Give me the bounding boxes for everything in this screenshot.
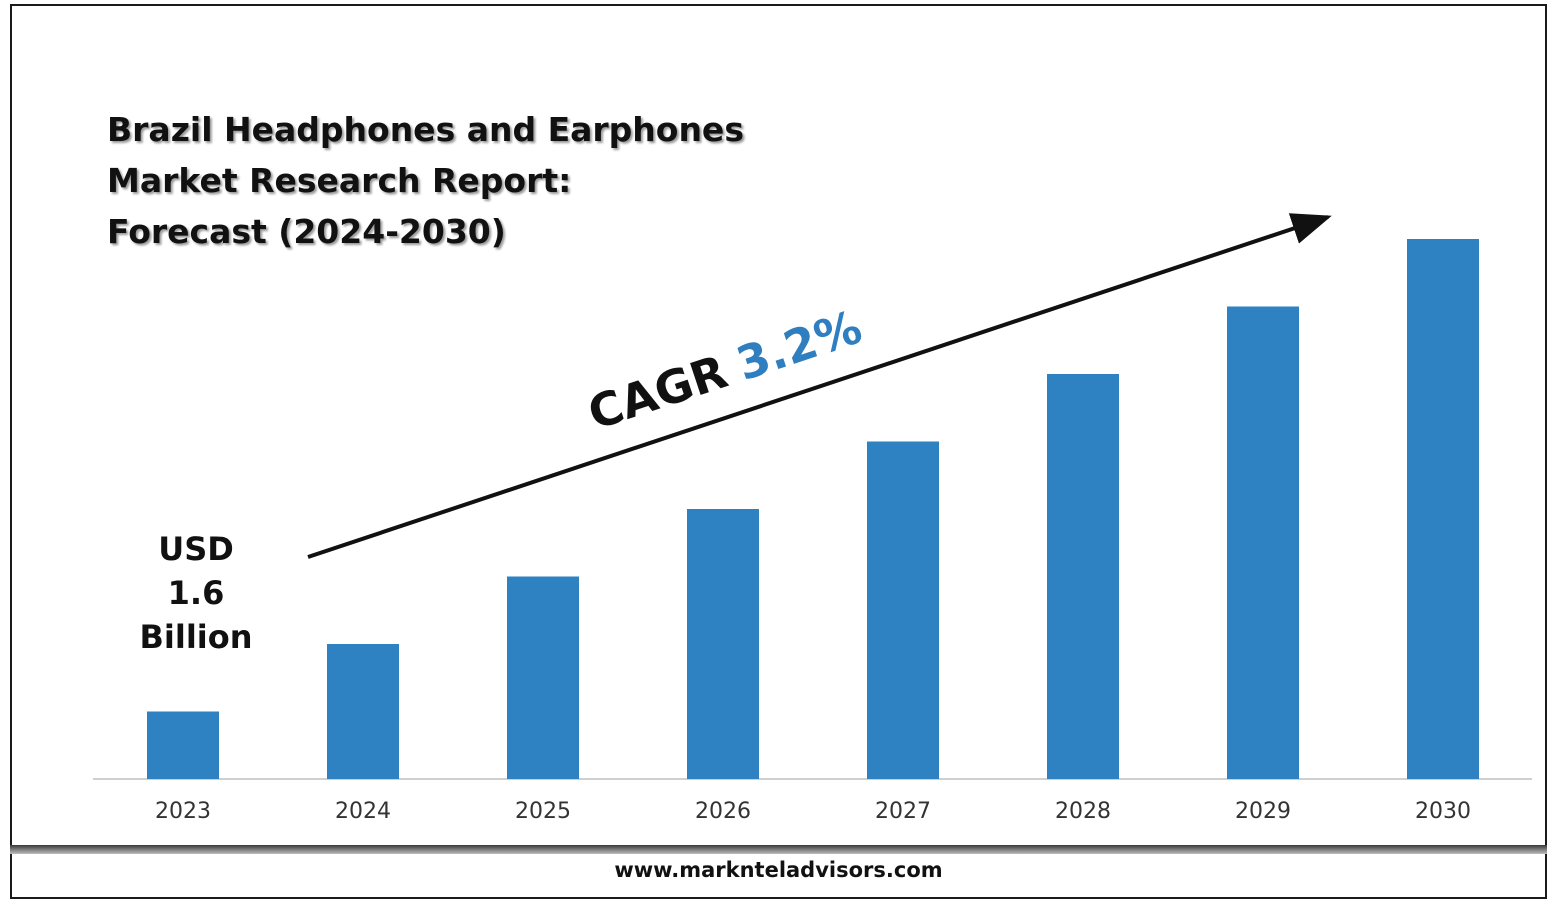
x-tick-2028: 2028 [1055,799,1111,824]
start-value-line-3: Billion [139,618,252,656]
start-value-line-1: USD [158,530,234,568]
x-tick-2026: 2026 [695,799,751,824]
x-tick-2029: 2029 [1235,799,1291,824]
title-line-2: Market Research Report: [107,161,572,200]
start-value-label: USD 1.6 Billion [139,530,253,657]
footer-url: www.marknteladvisors.com [614,858,943,882]
bar-2028 [1047,374,1119,779]
x-tick-2030: 2030 [1415,799,1471,824]
start-value-line-2: 1.6 [168,574,225,612]
bars [147,239,1479,779]
bar-2027 [867,441,939,779]
bar-2026 [687,509,759,779]
bar-2030 [1407,239,1479,779]
x-tick-2024: 2024 [335,799,391,824]
x-tick-2023: 2023 [155,799,211,824]
bar-2024 [327,644,399,779]
bar-2025 [507,576,579,779]
title-line-1: Brazil Headphones and Earphones [107,110,744,149]
title-line-3: Forecast (2024-2030) [107,212,506,251]
x-tick-2025: 2025 [515,799,571,824]
trend-arrow [307,213,1332,559]
footer-divider [10,845,1547,854]
bar-2023 [147,711,219,779]
x-tick-labels: 2023 2024 2025 2026 2027 2028 2029 2030 [155,799,1471,824]
cagr-label: CAGR [581,344,733,440]
x-tick-2027: 2027 [875,799,931,824]
chart-title: Brazil Headphones and Earphones Market R… [107,104,744,257]
bar-2029 [1227,306,1299,779]
